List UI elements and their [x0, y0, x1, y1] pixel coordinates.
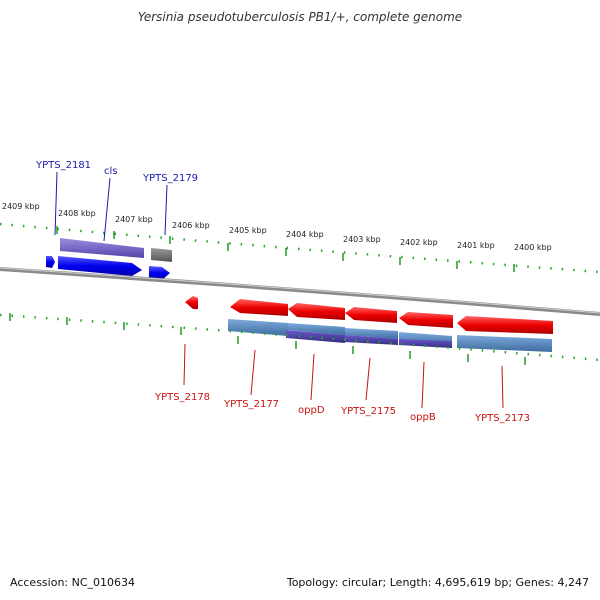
reverse-strand-features: [185, 296, 553, 352]
scale-labels: 2409 kbp 2408 kbp 2407 kbp 2406 kbp 2405…: [2, 202, 552, 252]
gene-arrow: [286, 330, 345, 343]
scale-label: 2408 kbp: [58, 209, 96, 218]
gene-labels-top: YPTS_2181 cls YPTS_2179: [35, 160, 198, 184]
gene-arrow: [185, 296, 198, 309]
gene-arrow: [457, 316, 553, 334]
scale-label: 2409 kbp: [2, 202, 40, 211]
map-title: Yersinia pseudotuberculosis PB1/+, compl…: [137, 10, 463, 24]
gene-label: cls: [104, 166, 118, 177]
scale-label: 2400 kbp: [514, 243, 552, 252]
gene-arrow: [60, 238, 144, 258]
scale-label: 2404 kbp: [286, 230, 324, 239]
scale-label: 2407 kbp: [115, 215, 153, 224]
gene-arrow: [345, 328, 398, 339]
gene-label: YPTS_2179: [142, 173, 198, 184]
scale-label: 2403 kbp: [343, 235, 381, 244]
gene-labels-bottom: YPTS_2178 YPTS_2177 oppD YPTS_2175 oppB …: [154, 392, 530, 424]
outer-tick-ring: [0, 222, 600, 274]
leader-lines: [54, 171, 504, 409]
gene-arrow: [288, 323, 345, 335]
gene-label: YPTS_2175: [340, 406, 396, 417]
gene-arrow: [149, 266, 170, 280]
gene-label: YPTS_2173: [474, 413, 530, 424]
gene-arrow: [151, 248, 172, 262]
gene-label: YPTS_2181: [35, 160, 91, 171]
scale-label: 2402 kbp: [400, 238, 438, 247]
scale-label: 2405 kbp: [229, 226, 267, 235]
gene-arrow: [288, 303, 345, 320]
gene-arrow: [399, 312, 453, 328]
gene-arrow: [46, 256, 55, 268]
inner-tick-ring: [0, 313, 600, 365]
gene-label: YPTS_2177: [223, 399, 279, 410]
gene-arrow: [58, 256, 142, 276]
gene-arrow: [399, 339, 452, 348]
forward-strand-features: [46, 238, 172, 280]
scale-label: 2406 kbp: [172, 221, 210, 230]
gene-label: oppD: [298, 405, 325, 416]
scale-label: 2401 kbp: [457, 241, 495, 250]
gene-arrow: [345, 307, 397, 323]
gene-arrow: [457, 335, 552, 352]
gene-arrow: [228, 319, 288, 336]
gene-arrow: [345, 335, 398, 345]
genome-summary-text: Topology: circular; Length: 4,695,619 bp…: [286, 576, 589, 589]
accession-text: Accession: NC_010634: [10, 576, 136, 589]
genome-backbone: [0, 267, 600, 316]
gene-arrow: [230, 299, 288, 316]
gene-label: YPTS_2178: [154, 392, 210, 403]
gene-label: oppB: [410, 412, 436, 423]
